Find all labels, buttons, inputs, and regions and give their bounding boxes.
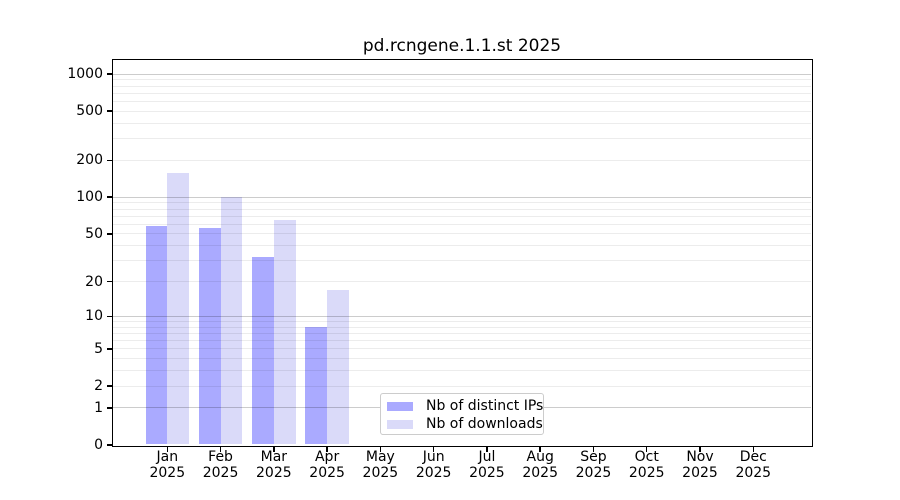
bar-distinct-ips-mar <box>252 257 274 444</box>
y-tick-mark <box>107 196 112 198</box>
gridline-minor <box>113 348 811 350</box>
x-tick-mark <box>166 446 169 452</box>
legend-swatch-distinct-ips <box>387 401 413 411</box>
y-tick-label: 1 <box>94 399 103 416</box>
y-tick-mark <box>107 444 112 446</box>
gridline-major <box>113 73 811 75</box>
gridline-major <box>113 196 811 198</box>
gridline-minor <box>113 138 811 140</box>
legend-row-downloads: Nb of downloads <box>381 415 543 433</box>
x-tick-label-oct: Oct 2025 <box>628 449 665 481</box>
legend: Nb of distinct IPs Nb of downloads <box>380 393 544 435</box>
x-tick-mark <box>592 446 595 452</box>
gridline-minor <box>113 245 811 247</box>
y-tick-label: 5 <box>94 340 103 357</box>
bar-downloads-jan <box>167 173 190 444</box>
x-tick-mark <box>752 446 755 452</box>
y-tick-label: 2 <box>94 378 103 395</box>
gridline-minor <box>113 100 811 102</box>
x-tick-mark <box>645 446 648 452</box>
gridline-minor <box>113 208 811 210</box>
x-tick-label-aug: Aug 2025 <box>522 449 558 481</box>
x-tick-mark <box>699 446 701 452</box>
bar-distinct-ips-feb <box>198 227 221 444</box>
x-tick-label-dec: Dec 2025 <box>735 449 772 481</box>
y-tick-mark <box>107 348 112 350</box>
bar-downloads-feb <box>220 197 243 444</box>
x-tick-label-apr: Apr 2025 <box>309 449 345 481</box>
gridline-minor <box>113 79 811 81</box>
y-tick-label: 500 <box>76 103 103 120</box>
chart-title: pd.rcngene.1.1.st 2025 <box>362 36 562 56</box>
x-tick-mark <box>432 446 435 452</box>
x-tick-mark <box>486 446 488 452</box>
y-tick-label: 0 <box>94 437 103 453</box>
x-tick-label-sep: Sep 2025 <box>575 449 612 481</box>
y-tick-mark <box>107 110 112 112</box>
gridline-minor <box>113 85 811 87</box>
gridline-minor <box>113 110 811 112</box>
x-tick-label-feb: Feb 2025 <box>202 449 239 481</box>
x-tick-label-jun: Jun 2025 <box>415 449 452 481</box>
y-tick-mark <box>107 233 112 235</box>
gridline-minor <box>113 233 811 235</box>
gridline-minor <box>113 202 811 204</box>
gridline-minor <box>113 340 811 342</box>
gridline-minor <box>113 385 811 387</box>
x-tick-mark <box>219 446 222 452</box>
y-tick-label: 200 <box>76 152 103 169</box>
gridline-minor <box>113 122 811 124</box>
gridline-minor <box>113 332 811 334</box>
y-tick-mark <box>107 407 112 409</box>
y-tick-label: 20 <box>85 273 103 290</box>
x-tick-mark <box>379 446 382 452</box>
gridline-minor <box>113 92 811 94</box>
bar-downloads-mar <box>273 220 296 444</box>
x-tick-label-nov: Nov 2025 <box>682 449 718 481</box>
bar-distinct-ips-apr <box>305 327 328 444</box>
gridline-minor <box>113 215 811 217</box>
x-tick-label-may: May 2025 <box>362 449 399 481</box>
y-tick-mark <box>107 73 112 75</box>
bar-downloads-apr <box>327 289 349 444</box>
y-tick-label: 100 <box>76 189 103 206</box>
x-tick-label-mar: Mar 2025 <box>256 449 292 481</box>
gridline-minor <box>113 281 811 283</box>
x-tick-label-jan: Jan 2025 <box>149 449 186 481</box>
x-tick-mark <box>539 446 541 452</box>
gridline-major <box>113 315 811 317</box>
y-tick-mark <box>107 280 112 283</box>
bar-distinct-ips-jan <box>145 226 168 444</box>
gridline-minor <box>113 320 811 322</box>
gridline-minor <box>113 159 811 161</box>
gridline-minor <box>113 223 811 225</box>
y-tick-mark <box>107 159 112 162</box>
legend-swatch-downloads <box>387 419 413 429</box>
y-tick-label: 50 <box>85 225 103 242</box>
gridline-minor <box>113 358 811 360</box>
gridline-minor <box>113 260 811 262</box>
y-tick-label: 1000 <box>67 66 103 83</box>
gridline-minor <box>113 326 811 328</box>
legend-label-distinct-ips: Nb of distinct IPs <box>426 398 544 414</box>
y-tick-mark <box>107 315 112 317</box>
x-tick-mark <box>326 446 328 452</box>
x-tick-label-jul: Jul 2025 <box>469 449 505 481</box>
legend-label-downloads: Nb of downloads <box>426 416 543 432</box>
legend-row-distinct-ips: Nb of distinct IPs <box>381 397 543 415</box>
x-tick-mark <box>273 446 275 452</box>
y-tick-label: 10 <box>85 308 103 325</box>
gridline-minor <box>113 370 811 372</box>
y-tick-mark <box>107 385 112 387</box>
